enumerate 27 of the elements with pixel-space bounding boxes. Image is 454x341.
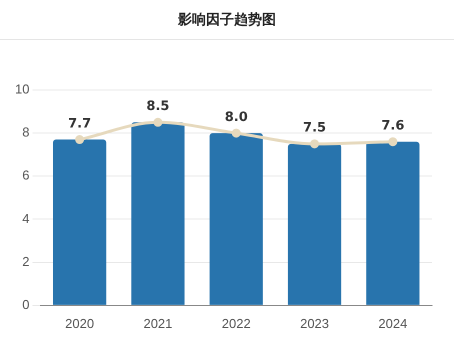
y-tick-label: 8 <box>22 124 30 140</box>
point <box>310 139 320 148</box>
data-label: 7.5 <box>303 120 326 136</box>
x-tick-label: 2021 <box>143 316 172 331</box>
x-tick-label: 2024 <box>378 316 408 331</box>
bar <box>288 144 342 305</box>
x-tick-label: 2023 <box>300 316 329 331</box>
point <box>153 118 162 127</box>
point <box>75 135 84 144</box>
y-tick-label: 4 <box>22 210 30 226</box>
bar <box>366 142 420 305</box>
bar <box>210 133 263 305</box>
data-label: 8.0 <box>224 110 248 125</box>
x-tick-label: 2020 <box>65 316 94 331</box>
point <box>388 137 398 146</box>
y-tick-label: 2 <box>22 254 30 269</box>
data-label: 8.5 <box>146 99 170 114</box>
y-tick-label: 0 <box>22 296 30 312</box>
data-label: 7.6 <box>381 118 404 134</box>
y-tick-label: 10 <box>14 82 30 97</box>
chart-title: 影响因子趋势图 <box>0 0 454 40</box>
bar <box>52 140 106 305</box>
x-tick-label: 2022 <box>222 316 251 331</box>
data-label: 7.7 <box>68 116 92 132</box>
point <box>232 128 241 138</box>
bar <box>131 122 185 305</box>
y-tick-label: 6 <box>22 168 30 183</box>
